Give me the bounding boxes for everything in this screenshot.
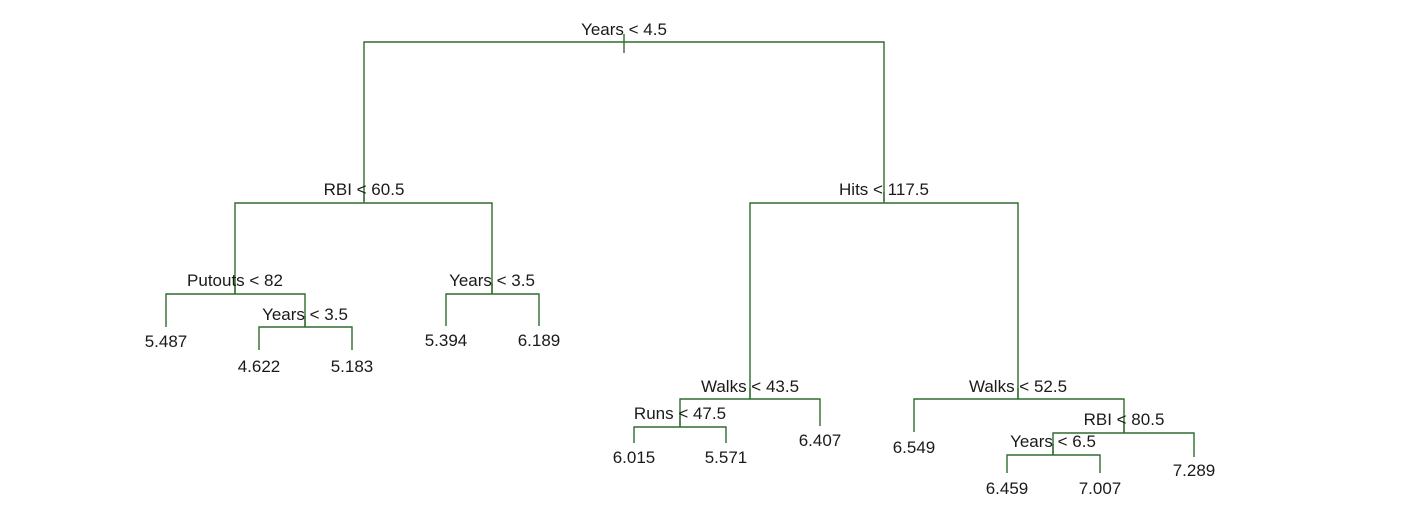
node-hits-117-5: Hits < 117.5	[749, 180, 1019, 399]
leaf-value: 6.015	[613, 448, 656, 467]
leaf-value: 4.622	[238, 357, 281, 376]
node-rbi-80-5-label: RBI < 80.5	[1084, 410, 1165, 429]
leaf-value: 6.459	[986, 479, 1029, 498]
node-years-6-5: Years < 6.5	[1006, 432, 1101, 473]
node-rbi-60-5-label: RBI < 60.5	[324, 180, 405, 199]
node-years-6-5-label: Years < 6.5	[1010, 432, 1096, 451]
leaf-value: 5.394	[425, 331, 468, 350]
node-years-3-5-b-label: Years < 3.5	[449, 271, 535, 290]
leaf-value: 5.487	[145, 332, 188, 351]
leaf-value: 6.189	[518, 331, 561, 350]
leaf-value: 5.183	[331, 357, 374, 376]
node-putouts-82-label: Putouts < 82	[187, 271, 283, 290]
node-hits-117-5-label: Hits < 117.5	[839, 180, 929, 199]
node-walks-43-5: Walks < 43.5	[679, 377, 821, 427]
leaf-value: 6.549	[893, 438, 936, 457]
node-rbi-60-5: RBI < 60.5	[234, 180, 493, 294]
node-putouts-82: Putouts < 82	[165, 271, 306, 327]
node-walks-43-5-label: Walks < 43.5	[701, 377, 799, 396]
node-runs-47-5-label: Runs < 47.5	[634, 404, 726, 423]
node-years-3-5-b: Years < 3.5	[445, 271, 540, 326]
node-walks-52-5: Walks < 52.5	[913, 377, 1125, 433]
node-walks-52-5-label: Walks < 52.5	[969, 377, 1067, 396]
leaf-value: 6.407	[799, 431, 842, 450]
leaf-value: 5.571	[705, 448, 748, 467]
node-years-3-5-a: Years < 3.5	[258, 305, 353, 350]
leaf-value: 7.289	[1173, 461, 1216, 480]
node-root-label: Years < 4.5	[581, 20, 667, 39]
node-years-3-5-a-label: Years < 3.5	[262, 305, 348, 324]
node-runs-47-5: Runs < 47.5	[633, 404, 727, 443]
node-root: Years < 4.5	[363, 20, 885, 201]
leaf-value: 7.007	[1079, 479, 1122, 498]
